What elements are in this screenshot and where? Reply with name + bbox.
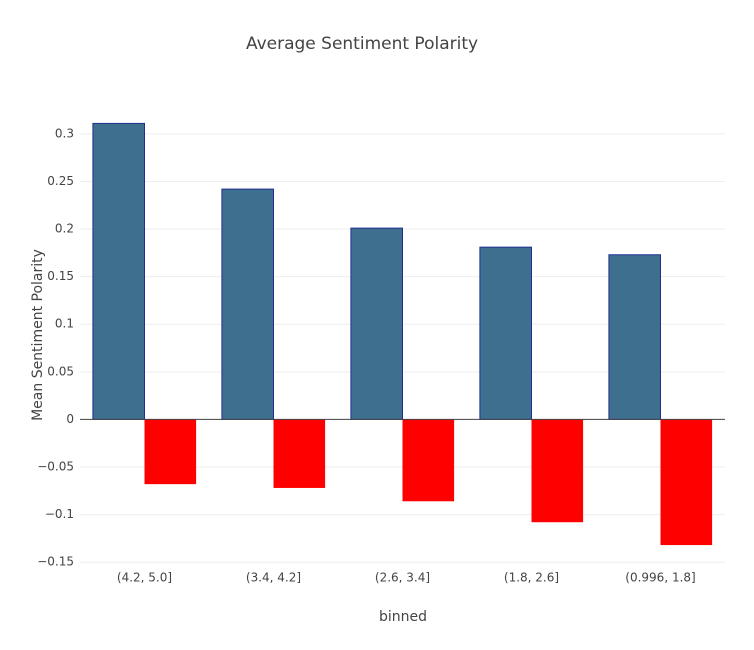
y-tick-label: 0 bbox=[66, 412, 74, 426]
bar bbox=[92, 122, 145, 420]
bar bbox=[531, 419, 584, 523]
y-tick-label: −0.05 bbox=[37, 460, 74, 474]
x-tick-label: (0.996, 1.8] bbox=[625, 571, 695, 585]
x-tick-label: (1.8, 2.6] bbox=[504, 571, 559, 585]
y-tick-label: 0.25 bbox=[47, 174, 74, 188]
bar bbox=[350, 227, 403, 420]
x-axis-title: binned bbox=[379, 609, 427, 625]
y-tick-label: −0.1 bbox=[45, 507, 74, 521]
x-tick-label: (4.2, 5.0] bbox=[117, 571, 172, 585]
bar bbox=[402, 419, 455, 502]
bar bbox=[273, 419, 326, 488]
bar bbox=[479, 246, 532, 420]
bar bbox=[660, 419, 713, 546]
y-tick-label: 0.05 bbox=[47, 364, 74, 378]
y-tick-label: 0.15 bbox=[47, 269, 74, 283]
y-tick-label: −0.15 bbox=[37, 555, 74, 569]
bar bbox=[144, 419, 197, 485]
x-tick-label: (2.6, 3.4] bbox=[375, 571, 430, 585]
bar bbox=[221, 188, 274, 420]
chart-title: Average Sentiment Polarity bbox=[246, 34, 478, 54]
y-tick-label: 0.2 bbox=[55, 222, 74, 236]
bar bbox=[608, 254, 662, 420]
y-tick-label: 0.1 bbox=[55, 317, 74, 331]
y-axis-title: Mean Sentiment Polarity bbox=[30, 249, 46, 421]
y-tick-label: 0.3 bbox=[55, 126, 74, 140]
x-tick-label: (3.4, 4.2] bbox=[246, 571, 301, 585]
